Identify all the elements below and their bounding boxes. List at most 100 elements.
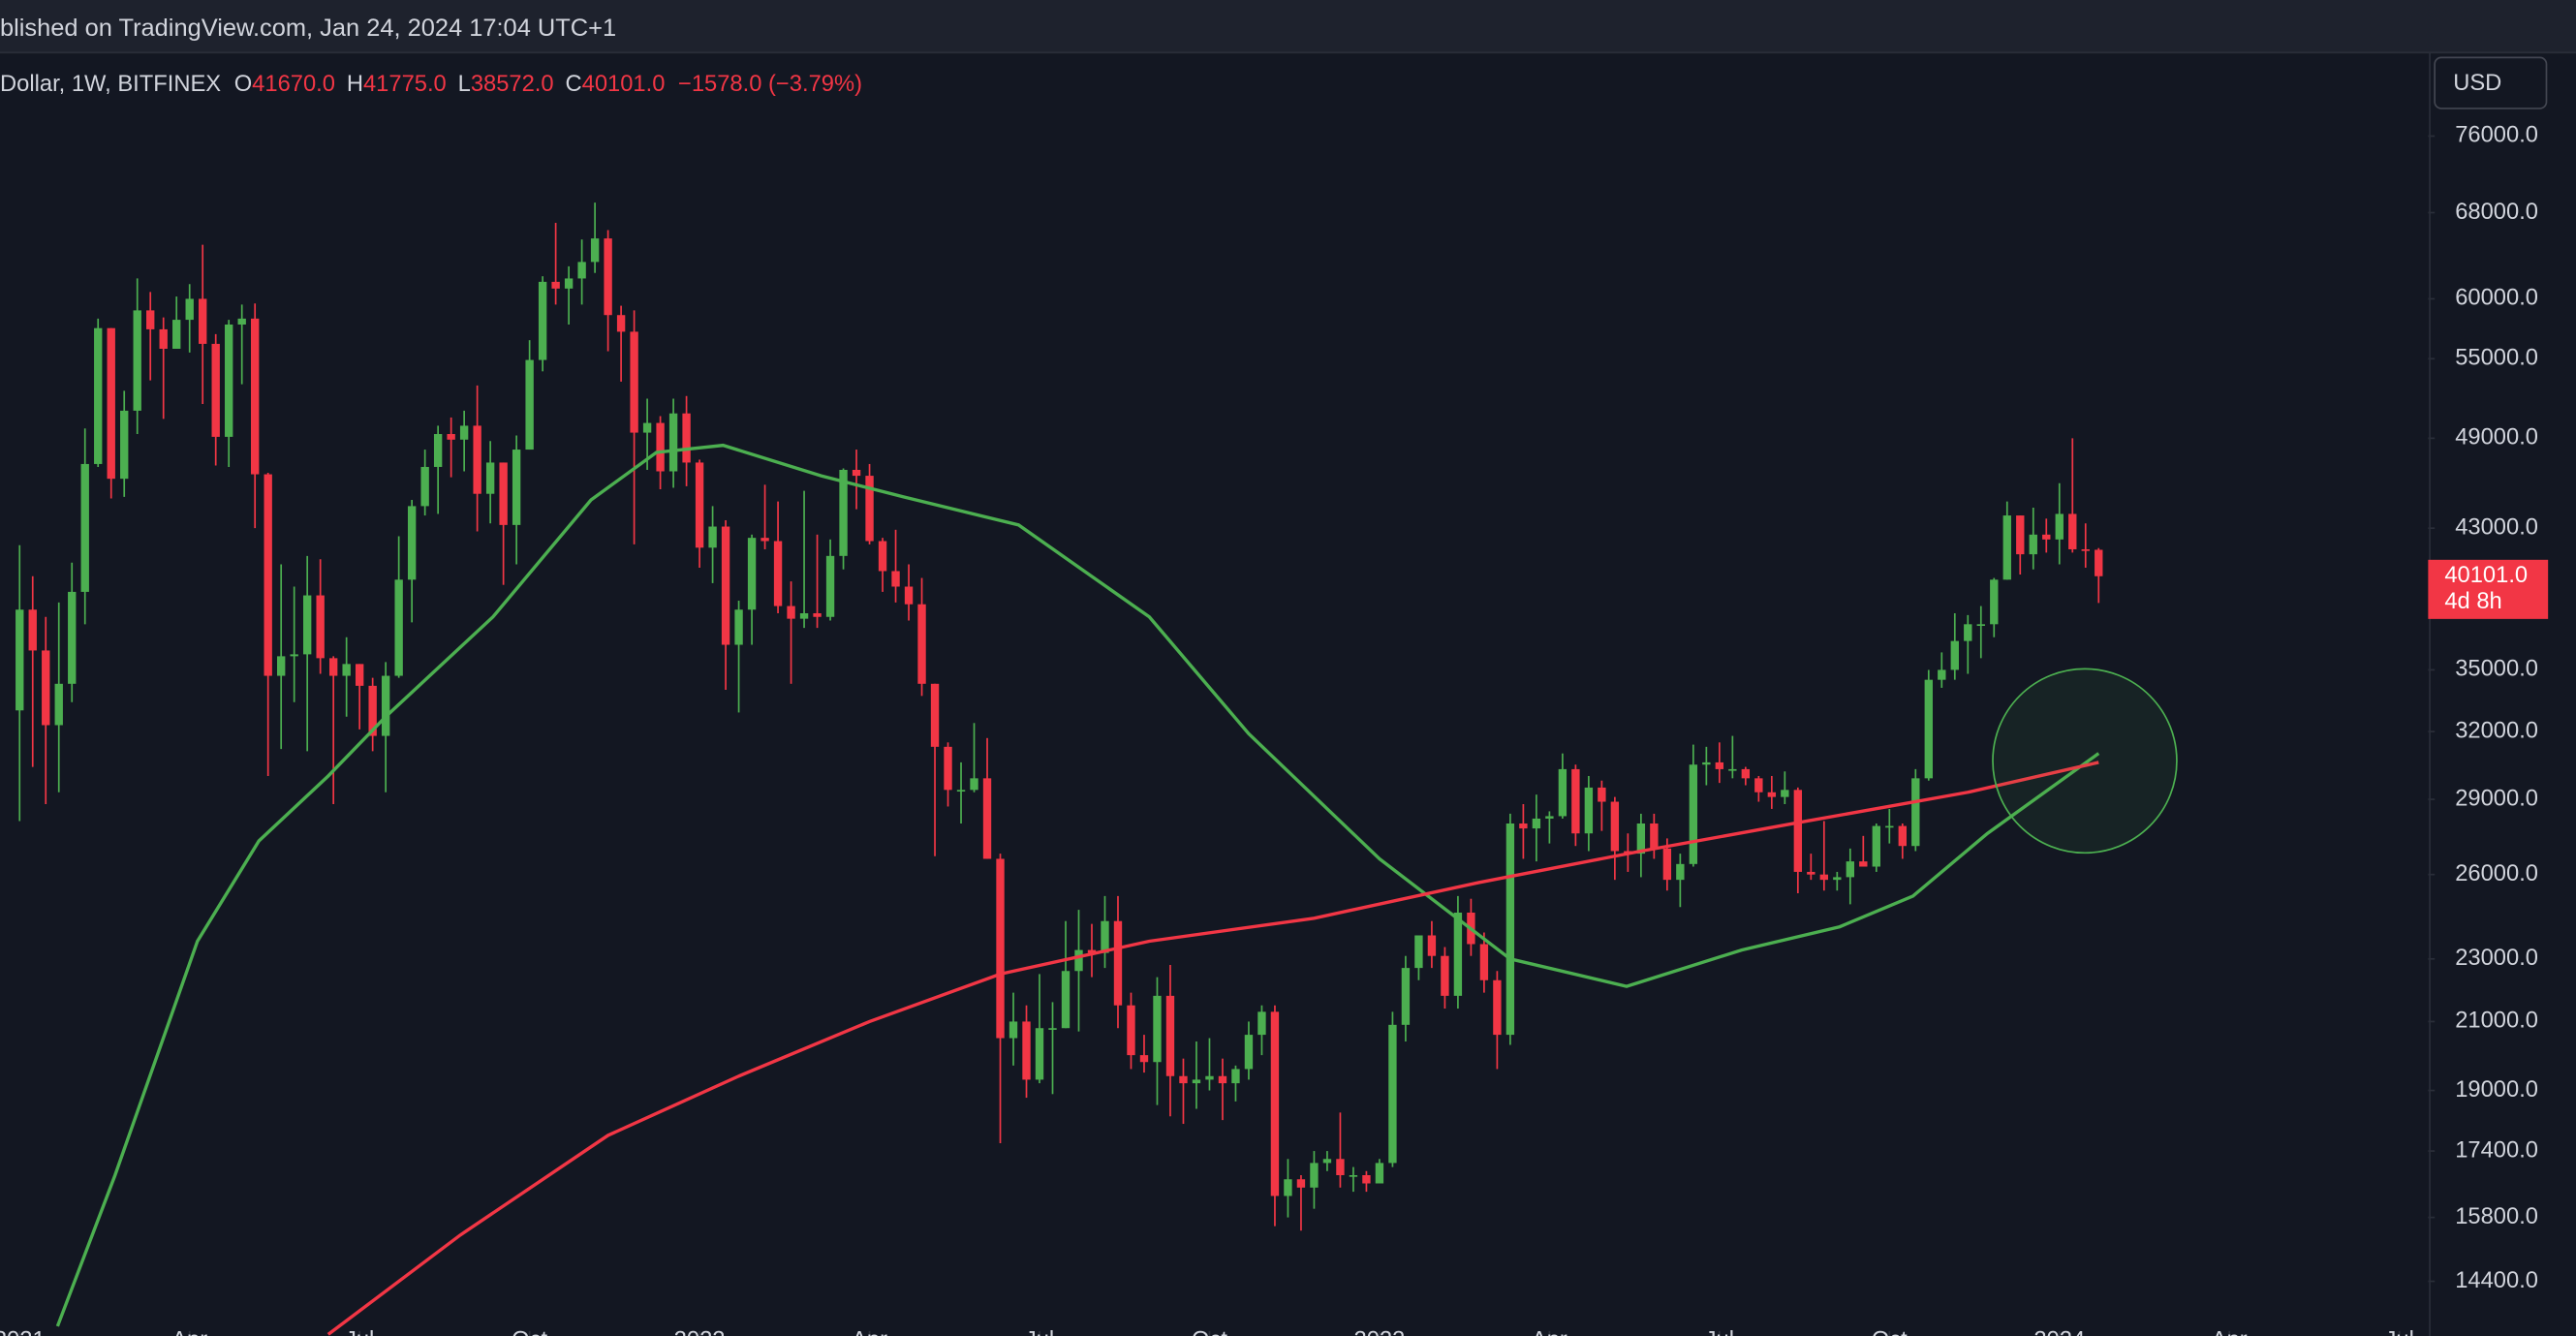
price-tag-countdown: 4d 8h [2444,589,2501,614]
candle-body [1846,861,1854,878]
candle-body [695,462,704,548]
candle-body [1819,874,1829,881]
candle-body [1793,790,1803,872]
candle-body [1127,1005,1135,1056]
candle-body [734,609,743,645]
candle-body [499,462,508,525]
candle-body [813,613,822,617]
candle-body [930,683,940,747]
candle-body [1662,848,1672,881]
candle-body [1911,778,1920,847]
candle-body [1244,1035,1254,1070]
candle-body [120,410,129,480]
y-tick-label: 60000.0 [2455,286,2538,311]
candle-body [1375,1163,1384,1184]
x-tick-label: Apr [852,1327,887,1336]
candle-body [473,425,481,494]
candle-body [904,586,914,605]
price-tag-label: 40101.0 [2444,563,2528,588]
candle-body [1453,912,1463,996]
candle-body [433,434,443,467]
x-tick-label: 2023 [1354,1327,1406,1336]
candle-body [1349,1174,1358,1177]
y-tick-label: 76000.0 [2455,123,2538,148]
x-tick-label: 2024 [2033,1327,2085,1336]
candle-body [290,654,298,657]
currency-label[interactable]: USD [2453,71,2501,96]
candle-body [16,609,24,711]
candle-body [459,425,469,440]
candle-body [1414,935,1423,969]
axes: 76000.0 68000.0 60000.0 55000.0 49000.0 43000… [0,123,2549,1336]
candle-body [1715,761,1724,769]
candle-body [94,327,103,464]
x-tick-label: Oct [1872,1327,1908,1336]
candle-body [525,359,534,451]
candle-body [407,506,417,580]
currency-button[interactable] [2434,56,2548,109]
candle-body [1284,1179,1292,1196]
candle-body [420,466,429,507]
candle-body [1022,1021,1031,1080]
legend-value: 38572.0 [471,72,554,97]
candle-body [760,538,769,542]
candle-body [68,591,77,684]
candle-body [368,685,377,736]
candle-body [1257,1011,1266,1036]
candle-body [668,413,678,472]
legend-change: −1578.0 (−3.79%) [678,72,862,97]
price-tag [2428,559,2549,619]
x-tick-label: Oct [1192,1327,1227,1336]
x-tick-label: Oct [512,1327,547,1336]
candle-body [1728,768,1737,771]
candle-body [211,343,220,437]
candle-body [604,238,612,316]
candle-body [708,526,717,548]
x-tick-label: Apr [1532,1327,1567,1336]
candle-body [1519,823,1528,829]
candle-body [1859,861,1868,867]
candle-body [1610,801,1620,852]
candle-body [1009,1021,1018,1039]
candle-body [1165,995,1175,1076]
y-tick-label: 15800.0 [2455,1204,2538,1229]
candle-body [1270,1011,1280,1196]
candle-body [1545,816,1554,819]
y-tick-label: 43000.0 [2455,514,2538,540]
x-tick-label: Jul [345,1327,374,1336]
legend-key: O [234,72,252,97]
candle-body [1636,823,1646,854]
candle-body [787,606,795,619]
candle-body [1584,787,1594,834]
candle-body [891,571,900,587]
candle-body [1924,679,1933,779]
legend-key: C [565,72,581,97]
candle-body [328,658,338,676]
candle-body [1598,787,1606,802]
candle-body [1754,778,1763,792]
plot-area [16,202,2103,1336]
x-tick-label: Jul [1025,1327,1054,1336]
candle-body [355,664,364,686]
candle-body [1218,1075,1227,1084]
candle-body [381,675,390,736]
candle-body [342,664,351,676]
candle-body [982,778,992,859]
y-tick-label: 17400.0 [2455,1137,2538,1163]
candle-body [1179,1075,1188,1084]
candle-body [564,278,574,289]
candle-body [1388,1024,1397,1164]
candle-body [996,858,1005,1039]
candle-body [1505,823,1515,1036]
candle-body [852,469,861,477]
candle-body [237,318,246,325]
candle-body [1807,871,1816,875]
candle-body [2081,548,2090,551]
candle-body [1493,979,1502,1036]
candle-body [1074,949,1083,972]
y-tick-label: 32000.0 [2455,718,2538,743]
candle-body [1139,1055,1149,1063]
candle-body [1401,968,1411,1025]
y-tick-label: 19000.0 [2455,1077,2538,1103]
